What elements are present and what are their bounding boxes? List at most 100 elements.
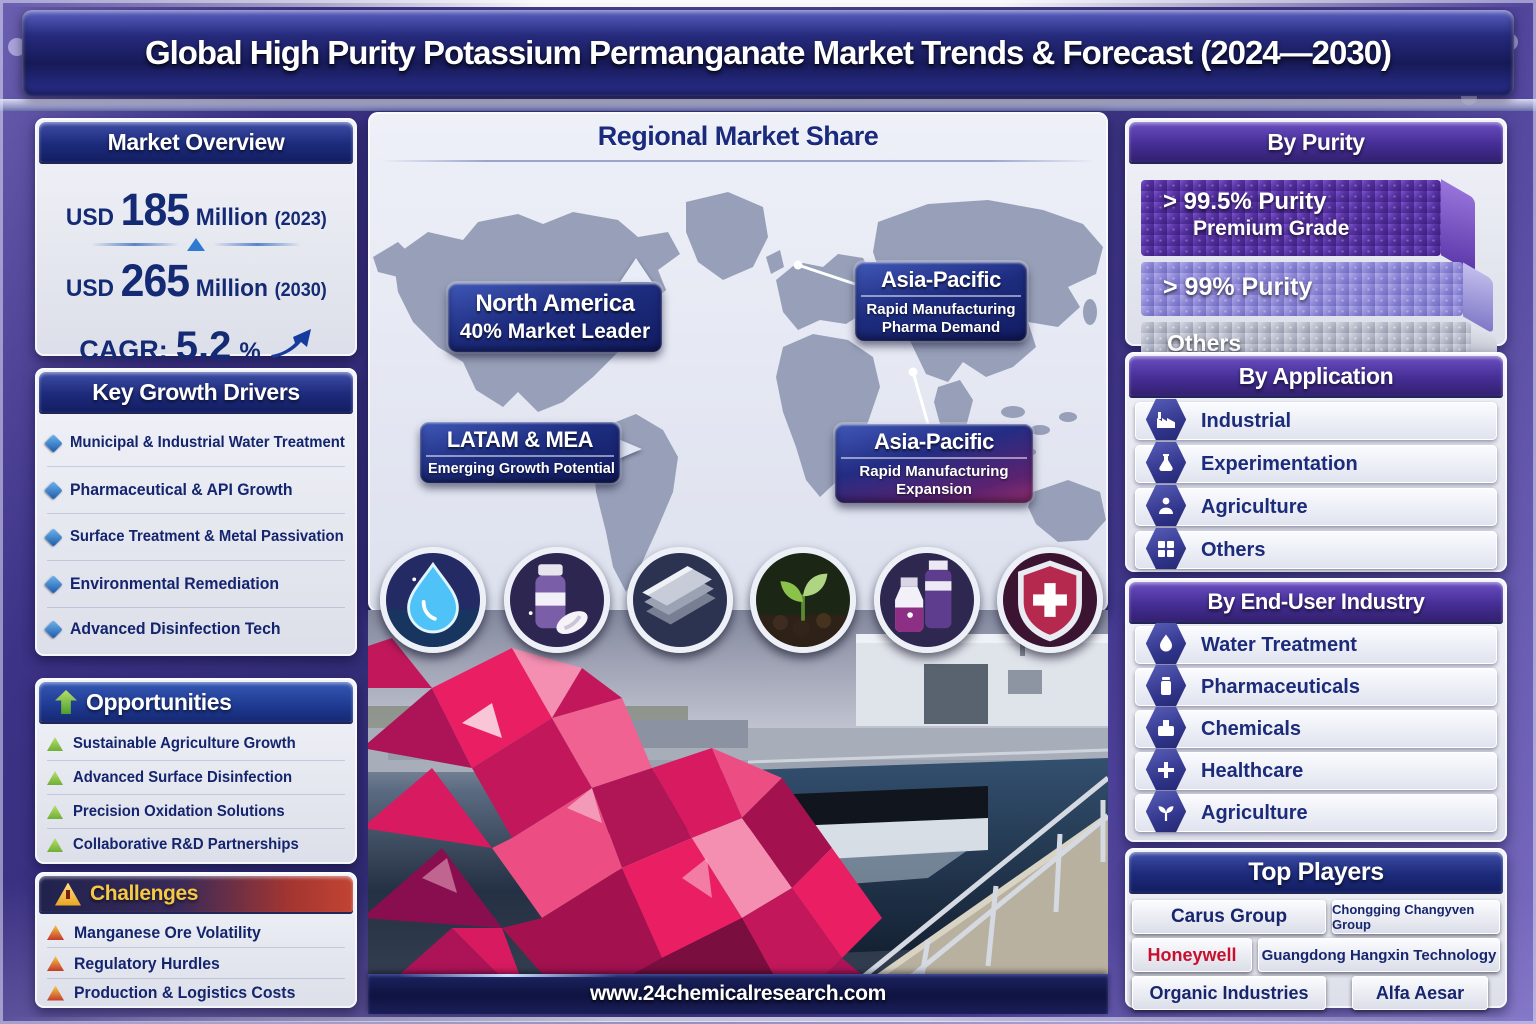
purity-label: Others [1167, 330, 1242, 356]
cagr-value: 5.2 [175, 324, 232, 368]
application-item: Others [1135, 527, 1497, 570]
pharma-bottle-icon [504, 547, 610, 653]
driver-label: Advanced Disinfection Tech [70, 619, 281, 638]
latam-pointer-icon [616, 438, 642, 460]
callout-asia-pacific-pharma: Asia-Pacific Rapid Manufacturing Pharma … [855, 262, 1027, 342]
by-application-title: By Application [1238, 362, 1394, 389]
unit-label: Million [195, 275, 268, 302]
callout-lines: Rapid Manufacturing Pharma Demand [861, 295, 1021, 341]
callout-line: Pharma Demand [881, 318, 1001, 336]
callout-asia-pacific-expansion: Asia-Pacific Rapid Manufacturing Expansi… [835, 424, 1033, 504]
challenge-item: Manganese Ore Volatility [47, 918, 345, 948]
player-chip: Alfa Aesar [1352, 976, 1488, 1010]
header-band: Global High Purity Potassium Permanganat… [22, 10, 1514, 96]
challenge-label: Manganese Ore Volatility [74, 922, 261, 942]
end-user-item: Agriculture [1135, 790, 1497, 833]
metal-sheets-icon [627, 547, 733, 653]
regional-title-divider [380, 160, 1096, 162]
driver-item: Advanced Disinfection Tech [44, 608, 345, 650]
chemical-vials-icon [874, 547, 980, 653]
market-overview-panel: Market Overview USD 185 Million (2023) U… [35, 118, 357, 368]
end-user-item: Chemicals [1135, 706, 1497, 749]
green-triangle-bullet-icon [47, 771, 63, 785]
driver-label: Pharmaceutical & API Growth [70, 480, 293, 499]
driver-label: Municipal & Industrial Water Treatment [70, 434, 345, 451]
callout-title: LATAM & MEA [446, 427, 594, 452]
header-divider [0, 99, 1536, 111]
warning-bullet-icon [47, 956, 64, 971]
permanganate-crystals [368, 638, 902, 1008]
driver-label: Environmental Remediation [70, 574, 280, 593]
callout-line: Emerging Growth Potential [426, 455, 615, 483]
callout-lines: Rapid Manufacturing Expansion [841, 457, 1027, 503]
website-link[interactable]: www.24chemicalresearch.com [589, 982, 887, 1005]
slab-3d-face [1441, 179, 1475, 275]
end-user-label: Chemicals [1201, 717, 1302, 740]
application-label: Others [1201, 538, 1266, 561]
flare-decoration [398, 974, 618, 977]
application-item: Agriculture [1135, 484, 1497, 527]
player-chip-honeywell: Honeywell [1132, 938, 1252, 972]
cross-icon [1145, 748, 1187, 791]
top-players-title: Top Players [1248, 857, 1384, 886]
opportunity-item: Collaborative R&D Partnerships [47, 830, 345, 860]
cagr-label: CAGR: [79, 335, 168, 365]
player-chip: Guangdong Hangxin Technology [1258, 938, 1500, 972]
application-item: Industrial [1135, 398, 1497, 441]
opportunity-item: Precision Oxidation Solutions [47, 796, 345, 829]
by-purity-panel: By Purity > 99.5% Purity Premium Grade >… [1125, 118, 1507, 385]
by-end-user-title: By End-User Industry [1207, 589, 1425, 614]
challenge-label: Regulatory Hurdles [74, 953, 220, 973]
driver-item: Surface Treatment & Metal Passivation [44, 514, 345, 561]
market-overview-body: USD 185 Million (2023) USD 265 Million (… [45, 170, 347, 368]
green-triangle-bullet-icon [47, 737, 63, 751]
challenge-label: Production & Logistics Costs [74, 983, 296, 1002]
opportunities-header: Opportunities [39, 682, 353, 722]
opportunity-item: Advanced Surface Disinfection [47, 762, 345, 795]
top-players-header: Top Players [1129, 852, 1503, 892]
by-application-panel: By Application Industrial Experimentatio… [1125, 352, 1507, 572]
year-label: (2030) [274, 280, 327, 301]
market-overview-header: Market Overview [39, 122, 353, 162]
callout-north-america: North America 40% Market Leader [448, 283, 662, 352]
usd-prefix: USD [65, 204, 114, 231]
warning-bullet-icon [47, 985, 64, 1001]
purity-layer-premium: > 99.5% Purity Premium Grade [1141, 179, 1475, 275]
warning-triangle-icon [55, 882, 81, 906]
by-purity-title: By Purity [1267, 128, 1365, 155]
warning-bullet-icon [47, 925, 64, 940]
application-label: Experimentation [1201, 452, 1358, 475]
growth-divider [91, 238, 301, 251]
up-triangle-icon [187, 238, 205, 251]
top-players-panel: Top Players Carus Group Chongging Changy… [1125, 848, 1507, 1010]
opportunity-label: Collaborative R&D Partnerships [73, 836, 299, 853]
player-name: Carus Group [1170, 906, 1288, 927]
end-user-label: Healthcare [1201, 759, 1304, 782]
tank-icon [1145, 706, 1187, 749]
challenge-item: Regulatory Hurdles [47, 949, 345, 979]
droplet-icon [1145, 622, 1187, 665]
opportunity-item: Sustainable Agriculture Growth [47, 728, 345, 761]
bottom-glow [0, 1017, 1536, 1022]
top-glow [0, 0, 1536, 7]
by-purity-header: By Purity [1129, 122, 1503, 162]
end-user-label: Pharmaceuticals [1201, 675, 1360, 698]
callout-line: 40% Market Leader [459, 320, 651, 343]
application-label: Industrial [1201, 409, 1292, 432]
grid-icon [1145, 527, 1187, 570]
year-label: (2023) [274, 209, 327, 230]
callout-title: North America [475, 290, 635, 317]
world-map [373, 192, 1106, 592]
challenge-item: Production & Logistics Costs [47, 980, 345, 1006]
purity-layer-99: > 99% Purity [1141, 262, 1493, 334]
end-user-item: Pharmaceuticals [1135, 664, 1497, 707]
water-treatment-photo [368, 610, 1108, 1012]
purity-sublabel: Premium Grade [1193, 217, 1350, 240]
pill-bottle-icon [1145, 664, 1187, 707]
application-item: Experimentation [1135, 441, 1497, 484]
driver-label: Surface Treatment & Metal Passivation [70, 528, 344, 545]
opportunity-label: Sustainable Agriculture Growth [73, 735, 296, 752]
shield-cross-icon [997, 547, 1103, 653]
player-name: Guangdong Hangxin Technology [1261, 946, 1497, 964]
challenges-panel: Challenges Manganese Ore Volatility Regu… [35, 872, 357, 1008]
